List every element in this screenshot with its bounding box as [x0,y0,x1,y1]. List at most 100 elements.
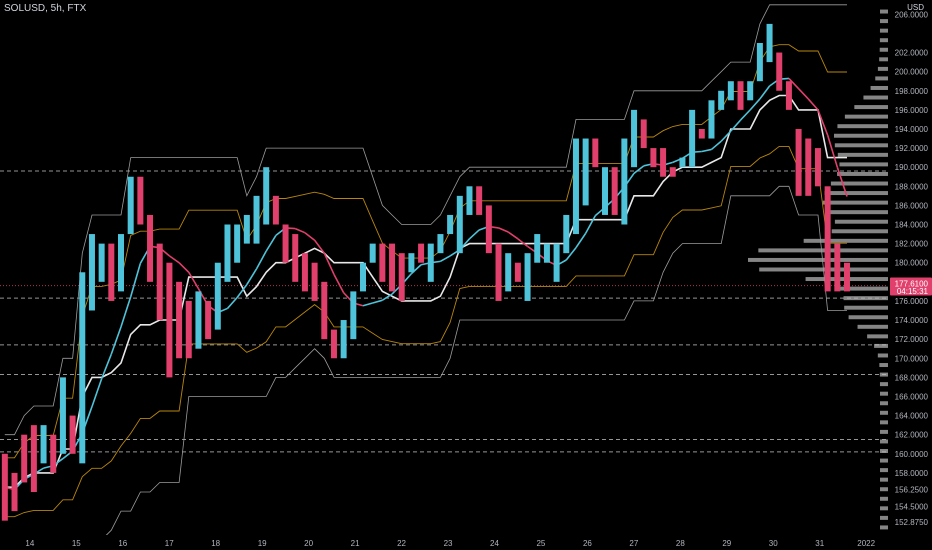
price-tick-label: 164.0000 [895,412,929,421]
candle [698,128,705,139]
time-tick-label: 24 [490,539,499,548]
profile-bar [880,477,888,482]
candle [311,262,318,301]
profile-bar [830,181,888,186]
candle [795,128,802,196]
chart-title: SOLUSD, 5h, FTX [4,3,87,14]
profile-bar [880,468,888,473]
candle [30,425,37,493]
moving-average-segment [788,77,800,90]
candle [495,243,502,301]
price-tick-label: 158.0000 [895,469,929,478]
candle [282,224,289,263]
price-tick-label: 172.0000 [895,335,929,344]
time-axis-bg [0,535,932,550]
countdown-label: 04:15:31 [897,287,929,296]
profile-bar [854,105,888,110]
candle [234,224,241,263]
candle [360,262,366,292]
moving-average-segment [468,229,480,240]
moving-average-segment [100,353,113,380]
profile-bar [879,28,888,33]
profile-bar [880,506,888,511]
last-price-label: 177.6100 [895,280,929,289]
candle [708,100,715,139]
candle [330,329,337,359]
price-tick-label: 196.0000 [895,106,929,115]
price-tick-label: 184.0000 [895,221,929,230]
price-tick-label: 174.0000 [895,316,929,325]
price-tick-label: 152.8750 [895,518,929,527]
profile-bar [758,248,888,253]
profile-bar [877,353,888,358]
price-tick-label: 206.0000 [895,10,929,19]
moving-average-segment [739,109,751,121]
price-tick-label: 198.0000 [895,87,929,96]
candle [59,377,66,454]
candle [524,253,531,301]
profile-bar [879,9,888,14]
price-tick-label: 180.0000 [895,259,929,268]
moving-average-segment [440,255,451,263]
moving-average-segment [294,227,306,234]
candle [669,167,676,177]
profile-bar [879,363,888,368]
candle [11,472,18,512]
midline [4,94,847,488]
candle [214,262,221,330]
moving-average-segment [120,296,132,328]
candle [98,243,105,282]
candle [321,281,328,340]
price-axis[interactable]: 152.8750 154.5000 156.2500 158.0000 160.0000… [888,0,932,550]
candle [805,138,812,196]
time-tick-label: 23 [444,539,453,548]
candle [340,320,347,359]
horizontal-levels [0,170,888,453]
profile-bar [879,38,888,43]
candle [369,243,376,263]
candle [660,148,667,177]
candle [476,186,483,215]
candle [427,243,434,282]
moving-average-segment [701,148,712,153]
price-tick-label: 166.0000 [895,392,929,401]
candle [766,23,773,63]
candle [1,453,8,521]
profile-bar [843,296,888,301]
candles[interactable] [1,23,850,521]
candle [127,176,134,235]
moving-average-segment [817,109,829,136]
time-tick-label: 15 [72,539,81,548]
candle [602,167,608,215]
profile-bar [803,238,888,243]
candle [50,434,57,473]
time-tick-label: 18 [211,539,220,548]
price-tick-label: 154.5000 [895,502,929,511]
moving-average-segment [575,232,587,249]
profile-bar [879,382,888,387]
moving-average-segment [188,271,200,290]
time-axis[interactable]: 14 15 16 17 18 19 20 21 22 23 24 25 26 27 28 29 30 31 2022 [0,535,932,550]
profile-bar [824,191,888,196]
moving-average-segment [517,238,529,247]
candle [88,234,95,311]
profile-bar [748,257,888,262]
moving-average-segment [362,302,373,307]
candle [814,148,821,187]
candle [727,81,734,101]
moving-average-segment [759,85,771,100]
candle [205,300,212,340]
candle [147,214,154,282]
candle [582,138,589,206]
time-tick-label: 19 [258,539,267,548]
moving-average-segment [178,262,190,273]
profile-bar [880,496,888,501]
moving-average-segment [836,166,848,197]
candle [611,167,618,215]
moving-average-segment [255,250,267,270]
candle [398,253,405,301]
moving-average-segment [333,273,345,294]
candle [243,214,250,244]
profile-bar [844,305,888,310]
